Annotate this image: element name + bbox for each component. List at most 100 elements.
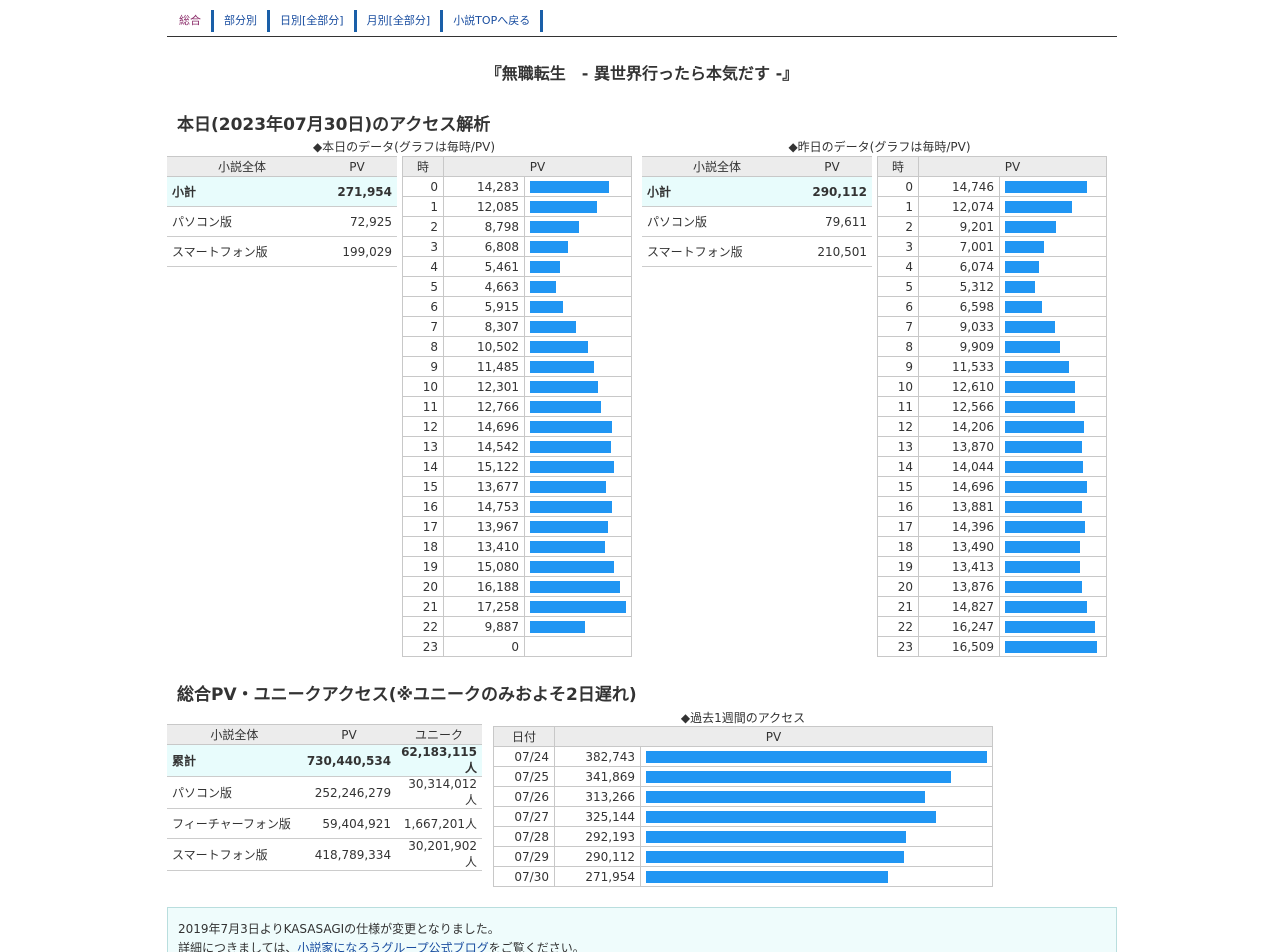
row-label: 18 xyxy=(877,536,919,557)
row-value: 14,746 xyxy=(918,176,1000,197)
table-row: パソコン版 72,925 xyxy=(167,206,397,237)
novel-title: 『無職転生 - 異世界行ったら本気だす -』 xyxy=(485,64,799,83)
row-label: 18 xyxy=(402,536,444,557)
pv-bar xyxy=(1005,620,1095,633)
bar-cell xyxy=(524,576,632,597)
bar-cell xyxy=(640,746,993,767)
pv-bar xyxy=(530,600,626,613)
row-label: 8 xyxy=(402,336,444,357)
table-row: 2 9,201 xyxy=(877,216,1107,237)
row-label: 13 xyxy=(402,436,444,457)
nav-tab-daily[interactable]: 日別[全部分] xyxy=(270,10,357,32)
pv-bar xyxy=(530,240,568,253)
row-label: 20 xyxy=(877,576,919,597)
yesterday-summary-table: 小説全体 PV 小計 290,112 パソコン版 79,611 スマートフォン版… xyxy=(642,156,872,267)
row-value: 6,808 xyxy=(443,236,525,257)
pv-bar xyxy=(530,420,612,433)
today-caption: ◆本日のデータ(グラフは毎時/PV) xyxy=(312,140,496,154)
row-value: 13,413 xyxy=(918,556,1000,577)
column-header: ユニーク xyxy=(396,724,482,745)
pv-bar xyxy=(1005,380,1075,393)
pv-bar xyxy=(1005,260,1039,273)
week-caption: ◆過去1週間のアクセス xyxy=(680,711,806,725)
table-row: 小計 271,954 xyxy=(167,176,397,207)
table-row: 07/30 271,954 xyxy=(493,866,993,887)
row-label: 22 xyxy=(877,616,919,637)
bar-cell xyxy=(524,196,632,217)
bar-cell xyxy=(524,476,632,497)
bar-cell xyxy=(640,766,993,787)
row-value: 79,611 xyxy=(792,206,872,237)
row-value: 14,044 xyxy=(918,456,1000,477)
row-value: 16,509 xyxy=(918,636,1000,657)
total-section-title: 総合PV・ユニークアクセス(※ユニークのみおよそ2日遅れ) xyxy=(177,685,637,705)
row-label: パソコン版 xyxy=(167,776,302,809)
row-label: 1 xyxy=(402,196,444,217)
table-row: 16 13,881 xyxy=(877,496,1107,517)
pv-bar xyxy=(530,400,601,413)
row-value: 290,112 xyxy=(792,176,872,207)
pv-bar xyxy=(1005,520,1085,533)
row-unique: 30,201,902人 xyxy=(396,838,482,871)
row-value: 13,490 xyxy=(918,536,1000,557)
table-row: 3 6,808 xyxy=(402,236,632,257)
row-value: 12,301 xyxy=(443,376,525,397)
table-row: 19 15,080 xyxy=(402,556,632,577)
table-row: フィーチャーフォン版 59,404,921 1,667,201人 xyxy=(167,808,482,839)
pv-bar xyxy=(530,220,579,233)
table-row: スマートフォン版 199,029 xyxy=(167,236,397,267)
bar-cell xyxy=(524,336,632,357)
today-hourly-table: 時 PV 0 14,283 1 12,085 2 8,798 3 6,808 4 5,461 5 4,… xyxy=(402,156,632,657)
table-row: 20 16,188 xyxy=(402,576,632,597)
table-row: 21 14,827 xyxy=(877,596,1107,617)
row-value: 7,001 xyxy=(918,236,1000,257)
pv-bar xyxy=(1005,460,1083,473)
nav-tab-monthly[interactable]: 月別[全部分] xyxy=(357,10,444,32)
row-label: 4 xyxy=(877,256,919,277)
table-row: 17 13,967 xyxy=(402,516,632,537)
pv-bar xyxy=(530,580,620,593)
row-label: 2 xyxy=(877,216,919,237)
table-row: 07/26 313,266 xyxy=(493,786,993,807)
row-label: 3 xyxy=(877,236,919,257)
bar-cell xyxy=(999,536,1107,557)
bar-cell xyxy=(640,846,993,867)
table-row: 07/25 341,869 xyxy=(493,766,993,787)
bar-cell xyxy=(524,376,632,397)
today-section-title: 本日(2023年07月30日)のアクセス解析 xyxy=(177,115,491,135)
bar-cell xyxy=(999,216,1107,237)
row-value: 382,743 xyxy=(554,746,641,767)
pv-bar xyxy=(646,750,987,763)
pv-bar xyxy=(530,280,556,293)
table-row: 5 4,663 xyxy=(402,276,632,297)
row-value: 14,753 xyxy=(443,496,525,517)
nav-tabs: 総合 部分別 日別[全部分] 月別[全部分] 小説TOPへ戻る xyxy=(167,10,1117,37)
official-blog-link[interactable]: 小説家になろうグループ公式ブログ xyxy=(297,941,489,952)
row-value: 9,887 xyxy=(443,616,525,637)
nav-tab-overall[interactable]: 総合 xyxy=(167,10,214,32)
pv-bar xyxy=(530,540,605,553)
bar-cell xyxy=(999,416,1107,437)
row-label: 8 xyxy=(877,336,919,357)
bar-cell xyxy=(999,456,1107,477)
notice-line-1: 2019年7月3日よりKASASAGIの仕様が変更となりました。 xyxy=(178,922,500,936)
bar-cell xyxy=(999,556,1107,577)
bar-cell xyxy=(524,416,632,437)
row-pv: 252,246,279 xyxy=(301,776,397,809)
bar-cell xyxy=(524,556,632,577)
row-label: 07/24 xyxy=(493,746,555,767)
table-row: 18 13,410 xyxy=(402,536,632,557)
pv-bar xyxy=(1005,280,1035,293)
row-label: 17 xyxy=(877,516,919,537)
row-label: 21 xyxy=(402,596,444,617)
row-value: 9,909 xyxy=(918,336,1000,357)
row-value: 14,283 xyxy=(443,176,525,197)
nav-back-to-novel-top[interactable]: 小説TOPへ戻る xyxy=(443,10,544,32)
row-unique: 62,183,115人 xyxy=(396,744,482,777)
nav-tab-by-part[interactable]: 部分別 xyxy=(214,10,270,32)
table-row: 8 10,502 xyxy=(402,336,632,357)
pv-bar xyxy=(530,340,588,353)
notice-suffix: をご覧ください。 xyxy=(488,941,585,952)
bar-cell xyxy=(524,296,632,317)
bar-cell xyxy=(524,596,632,617)
